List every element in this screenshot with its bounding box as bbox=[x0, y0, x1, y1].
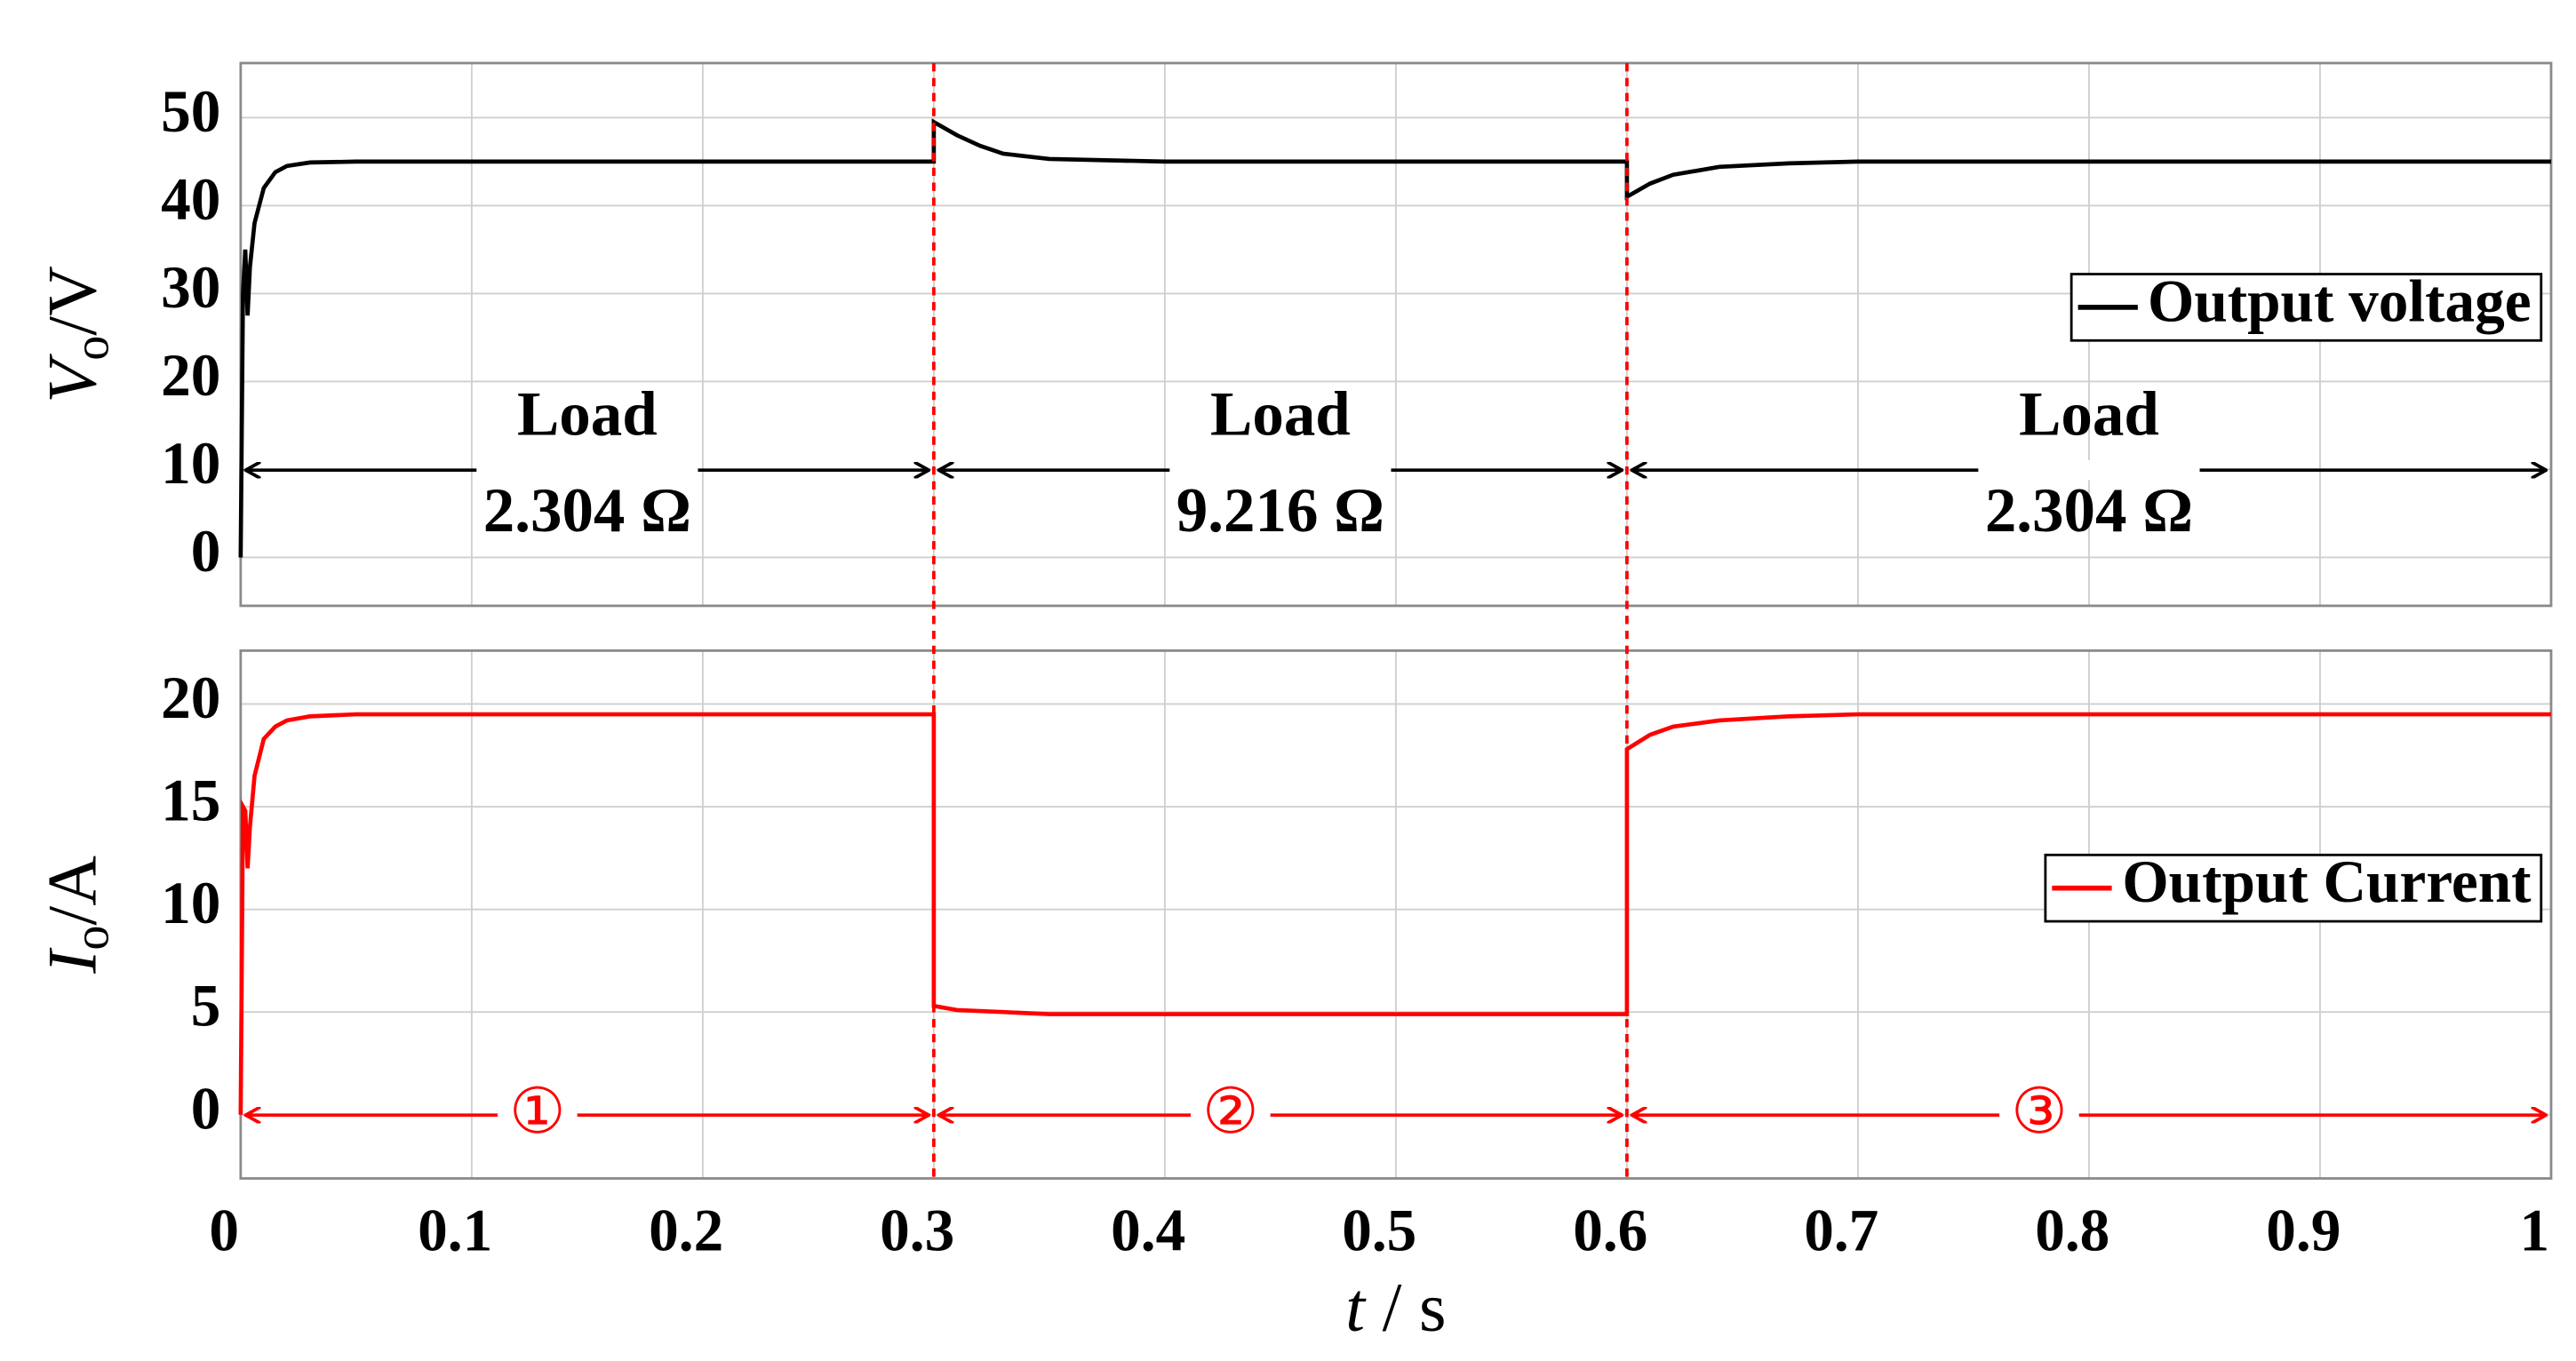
annotation-bg bbox=[1169, 459, 1392, 481]
x-tick-label: 0.4 bbox=[1111, 1197, 1185, 1263]
y-axis-label-part: /V bbox=[34, 266, 111, 335]
y-tick-label: 15 bbox=[161, 767, 220, 833]
annotation-bg bbox=[1191, 1075, 1271, 1156]
x-tick-label: 0.5 bbox=[1342, 1197, 1416, 1263]
y-tick-label: 10 bbox=[161, 870, 220, 936]
y-axis-label: Vo/V bbox=[34, 266, 120, 402]
annotation-value: 2.304 Ω bbox=[1985, 476, 2193, 545]
legend-label: Output voltage bbox=[2148, 267, 2532, 334]
legend-box bbox=[2044, 853, 2543, 923]
x-tick-label: 0.6 bbox=[1573, 1197, 1647, 1263]
annotation-label: ① bbox=[509, 1078, 566, 1147]
annotation-label: Load bbox=[1210, 379, 1351, 449]
y-tick-label: 30 bbox=[161, 254, 220, 321]
x-tick-label: 1 bbox=[2519, 1197, 2549, 1263]
y-axis-label-part: o bbox=[64, 926, 119, 951]
x-axis-label: t / s bbox=[1345, 1269, 1446, 1346]
x-axis-label-part: / s bbox=[1365, 1269, 1447, 1346]
annotation-label: ② bbox=[1202, 1078, 1259, 1147]
x-tick-label: 0.2 bbox=[649, 1197, 723, 1263]
y-tick-label: 10 bbox=[161, 430, 220, 497]
y-tick-label: 0 bbox=[191, 518, 221, 585]
y-tick-label: 50 bbox=[161, 78, 220, 145]
legend-box bbox=[2070, 273, 2543, 342]
y-axis-label-part: /A bbox=[34, 856, 111, 926]
y-tick-label: 20 bbox=[161, 342, 220, 409]
annotation-bg bbox=[476, 459, 698, 481]
x-tick-label: 0.1 bbox=[418, 1197, 492, 1263]
y-axis-label-part: I bbox=[34, 947, 111, 975]
y-tick-label: 0 bbox=[191, 1075, 221, 1142]
annotation-bg bbox=[1978, 459, 2200, 481]
y-tick-label: 40 bbox=[161, 166, 220, 233]
x-tick-label: 0.9 bbox=[2266, 1197, 2341, 1263]
annotation-value: 9.216 Ω bbox=[1176, 476, 1384, 545]
x-axis-label-part: t bbox=[1345, 1269, 1367, 1346]
data-line bbox=[238, 118, 2551, 558]
x-tick-label: 0.8 bbox=[2035, 1197, 2109, 1263]
annotation-bg bbox=[498, 1075, 578, 1156]
y-tick-label: 20 bbox=[161, 665, 220, 731]
annotation-bg bbox=[1999, 1075, 2079, 1156]
y-tick-label: 5 bbox=[191, 973, 221, 1039]
y-axis-label-part: o bbox=[64, 336, 119, 361]
annotation-value: 2.304 Ω bbox=[483, 476, 691, 545]
annotation-label: ③ bbox=[2011, 1078, 2068, 1147]
legend: Output Current bbox=[2044, 848, 2543, 923]
x-tick-label: 0 bbox=[209, 1197, 239, 1263]
annotation-label: Load bbox=[2019, 379, 2159, 449]
legend: Output voltage bbox=[2070, 267, 2543, 342]
y-axis-label: Io/A bbox=[34, 856, 120, 975]
x-tick-label: 0.3 bbox=[880, 1197, 954, 1263]
annotation-label: Load bbox=[517, 379, 658, 449]
x-tick-label: 0.7 bbox=[1804, 1197, 1878, 1263]
y-axis-label-part: V bbox=[34, 354, 111, 403]
legend-label: Output Current bbox=[2122, 848, 2532, 915]
